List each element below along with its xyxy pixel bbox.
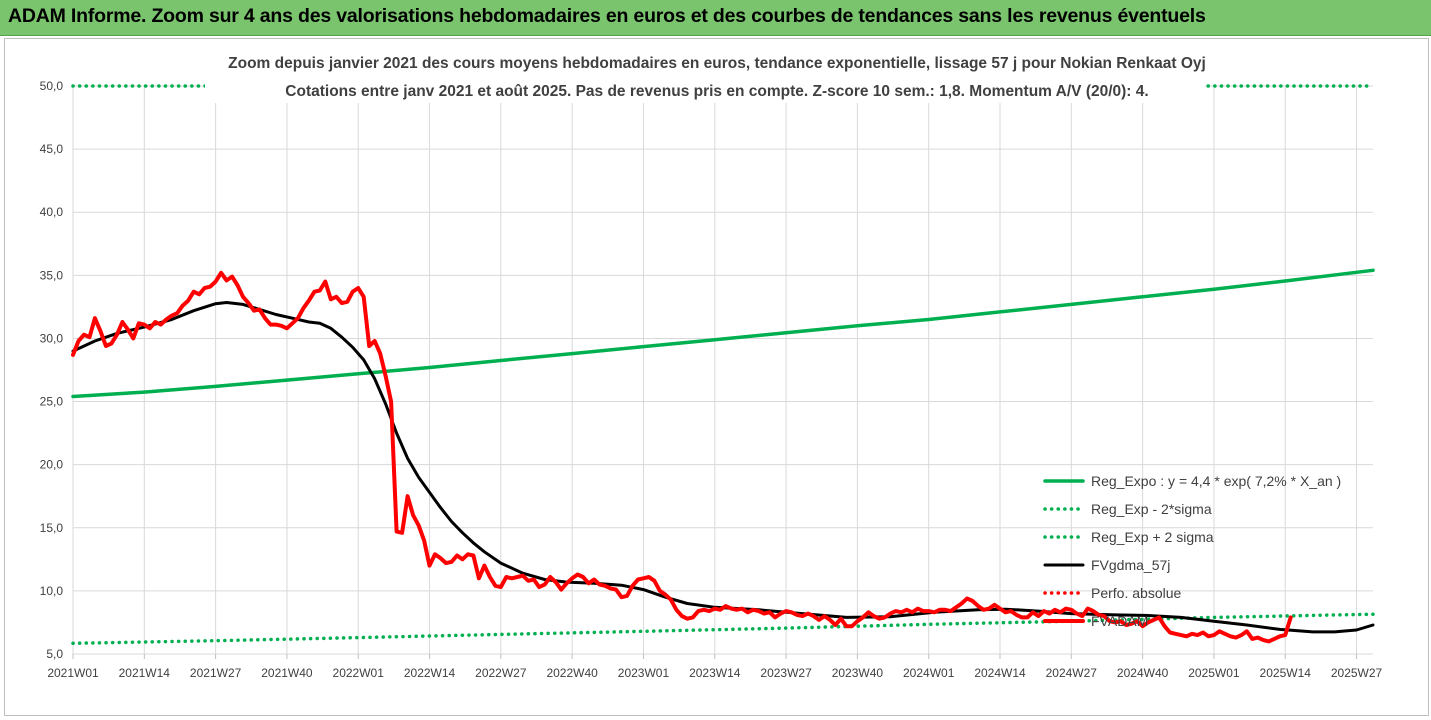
series-line-1 <box>71 612 1375 646</box>
chart-frame: 5,0 10,0 15,0 20,0 25,0 30,0 35,0 40,0 45,0 50,0 … <box>4 38 1429 716</box>
x-tick-label: 2022W40 <box>546 666 598 680</box>
x-tick-label: 2022W01 <box>333 666 385 680</box>
y-tick-label: 25,0 <box>40 395 64 409</box>
legend: Reg_Expo : y = 4,4 * exp( 7,2% * X_an ) R… <box>1043 473 1341 629</box>
y-tick-label: 20,0 <box>40 458 64 472</box>
y-tick-label: 30,0 <box>40 331 64 345</box>
legend-label: Perfo. absolue <box>1091 585 1181 601</box>
series-line-3 <box>71 301 1375 634</box>
y-tick-label: 15,0 <box>40 521 64 535</box>
y-axis-ticks: 5,0 10,0 15,0 20,0 25,0 30,0 35,0 40,0 45,0 50,0 <box>40 79 64 661</box>
x-tick-label: 2025W27 <box>1331 666 1383 680</box>
grid-layer <box>72 85 1373 655</box>
x-tick-label: 2025W01 <box>1188 666 1240 680</box>
chart-title: Zoom depuis janvier 2021 des cours moyen… <box>228 55 1206 72</box>
x-tick-label: 2021W14 <box>119 666 171 680</box>
x-tick-label: 2025W14 <box>1260 666 1312 680</box>
series-layer <box>71 84 1375 646</box>
y-tick-label: 50,0 <box>40 79 64 93</box>
x-tick-label: 2024W27 <box>1046 666 1098 680</box>
x-tick-label: 2021W01 <box>47 666 99 680</box>
banner-title: ADAM Informe. Zoom sur 4 ans des valoris… <box>8 5 1206 27</box>
x-tick-label: 2023W14 <box>689 666 741 680</box>
y-tick-label: 40,0 <box>40 205 64 219</box>
x-tick-label: 2024W40 <box>1117 666 1169 680</box>
x-tick-label: 2023W01 <box>618 666 670 680</box>
x-tick-label: 2024W14 <box>974 666 1026 680</box>
legend-label: FVADAM <box>1091 613 1148 629</box>
series-line-0 <box>71 268 1375 399</box>
y-tick-label: 45,0 <box>40 142 64 156</box>
x-tick-label: 2021W40 <box>261 666 313 680</box>
legend-label: Reg_Expo : y = 4,4 * exp( 7,2% * X_an ) <box>1091 473 1341 489</box>
legend-label: Reg_Exp + 2 sigma <box>1091 529 1214 545</box>
series-line-5 <box>71 270 1293 644</box>
report-banner: ADAM Informe. Zoom sur 4 ans des valoris… <box>0 0 1431 36</box>
y-tick-label: 10,0 <box>40 584 64 598</box>
x-tick-label: 2021W27 <box>190 666 242 680</box>
x-tick-label: 2023W40 <box>832 666 884 680</box>
line-chart: 5,010,015,020,025,030,035,040,045,050,0 … <box>40 45 1383 680</box>
x-tick-label: 2022W27 <box>475 666 527 680</box>
x-axis-ticks: 2021W01 2021W14 2021W27 2021W40 2022W01 2022W… <box>47 654 1383 680</box>
y-tick-label: 35,0 <box>40 268 64 282</box>
chart-subtitle: Cotations entre janv 2021 et août 2025. … <box>285 83 1148 100</box>
x-tick-label: 2024W01 <box>903 666 955 680</box>
y-tick-label: 5,0 <box>46 647 63 661</box>
x-tick-label: 2022W14 <box>404 666 456 680</box>
legend-label: Reg_Exp - 2*sigma <box>1091 501 1212 517</box>
legend-label: FVgdma_57j <box>1091 557 1170 573</box>
x-tick-label: 2023W27 <box>760 666 812 680</box>
title-background <box>205 45 1205 103</box>
